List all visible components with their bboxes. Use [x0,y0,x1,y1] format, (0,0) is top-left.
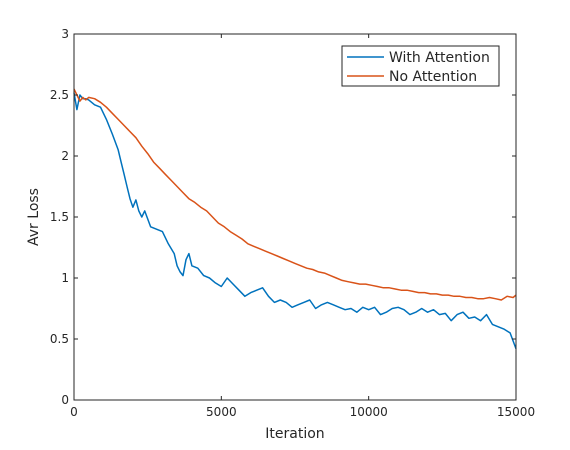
y-tick-label: 1 [61,271,69,285]
y-tick-label: 2.5 [50,88,69,102]
x-tick-label: 5000 [206,405,237,419]
x-tick-label: 15000 [497,405,535,419]
series-line-no-attention [73,88,517,301]
ticks-layer: 0 5000 10000 15000 0 0.5 1 1.5 2 2.5 3 [50,27,535,419]
x-axis-label: Iteration [265,426,324,442]
y-tick-label: 1.5 [50,210,69,224]
y-tick-label: 2 [61,149,69,163]
x-tick-label: 0 [70,405,78,419]
plot-area [74,34,516,400]
legend-box [341,45,500,87]
legend: With Attention No Attention [341,45,500,87]
series-layer [73,88,517,350]
y-tick-label: 0.5 [50,332,69,346]
legend-label: With Attention [389,50,490,66]
y-tick-label: 3 [61,27,69,41]
legend-label: No Attention [389,69,477,85]
y-axis-label: Avr Loss [26,188,42,246]
y-tick-label: 0 [61,393,69,407]
series-line-with-attention [73,92,517,350]
x-tick-label: 10000 [350,405,388,419]
